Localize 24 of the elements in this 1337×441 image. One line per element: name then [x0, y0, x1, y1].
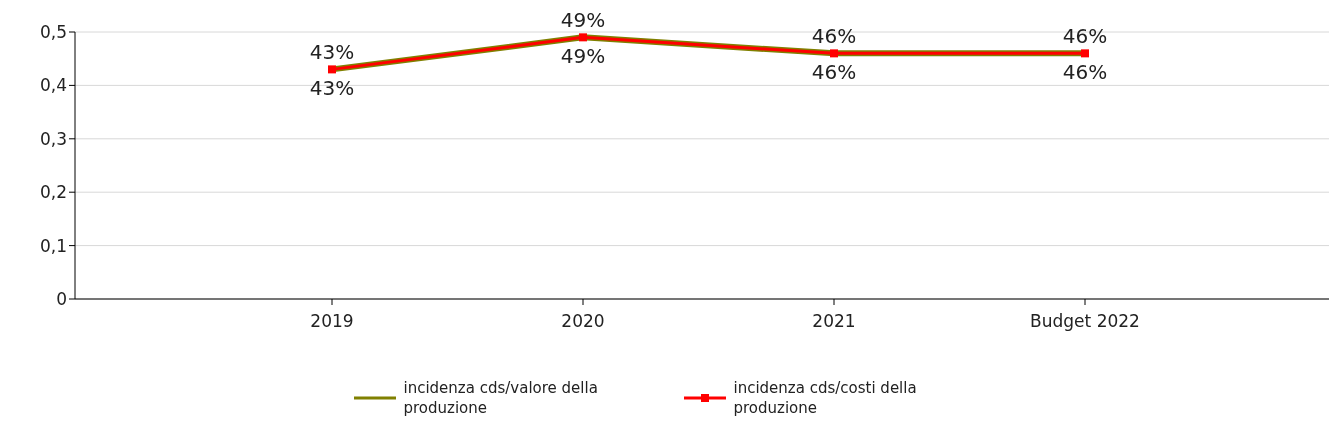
data-label: 46% [811, 60, 857, 85]
y-tick-label: 0,3 [39, 128, 67, 149]
x-tick-label: Budget 2022 [1030, 311, 1140, 332]
x-tick-label: 2019 [310, 311, 354, 332]
y-tick-label: 0,2 [39, 182, 67, 203]
x-tick-label: 2020 [561, 311, 605, 332]
y-tick-label: 0 [56, 289, 67, 310]
point [579, 33, 587, 42]
legend-label: incidenza cds/costi della produzione [733, 378, 918, 418]
point [830, 49, 838, 58]
data-label: 43% [309, 40, 355, 65]
data-label: 43% [309, 76, 355, 101]
data-label: 46% [1062, 24, 1108, 49]
point [328, 65, 336, 74]
y-tick-label: 0,5 [39, 22, 67, 43]
y-tick-label: 0,4 [39, 75, 67, 96]
point [1081, 49, 1089, 58]
data-label: 49% [560, 8, 606, 33]
data-label: 46% [811, 24, 857, 49]
data-label: 46% [1062, 60, 1108, 85]
legend-label: incidenza cds/valore della produzione [403, 378, 599, 418]
data-label: 49% [560, 44, 606, 69]
y-tick-label: 0,1 [39, 235, 67, 256]
x-tick-label: 2021 [812, 311, 856, 332]
